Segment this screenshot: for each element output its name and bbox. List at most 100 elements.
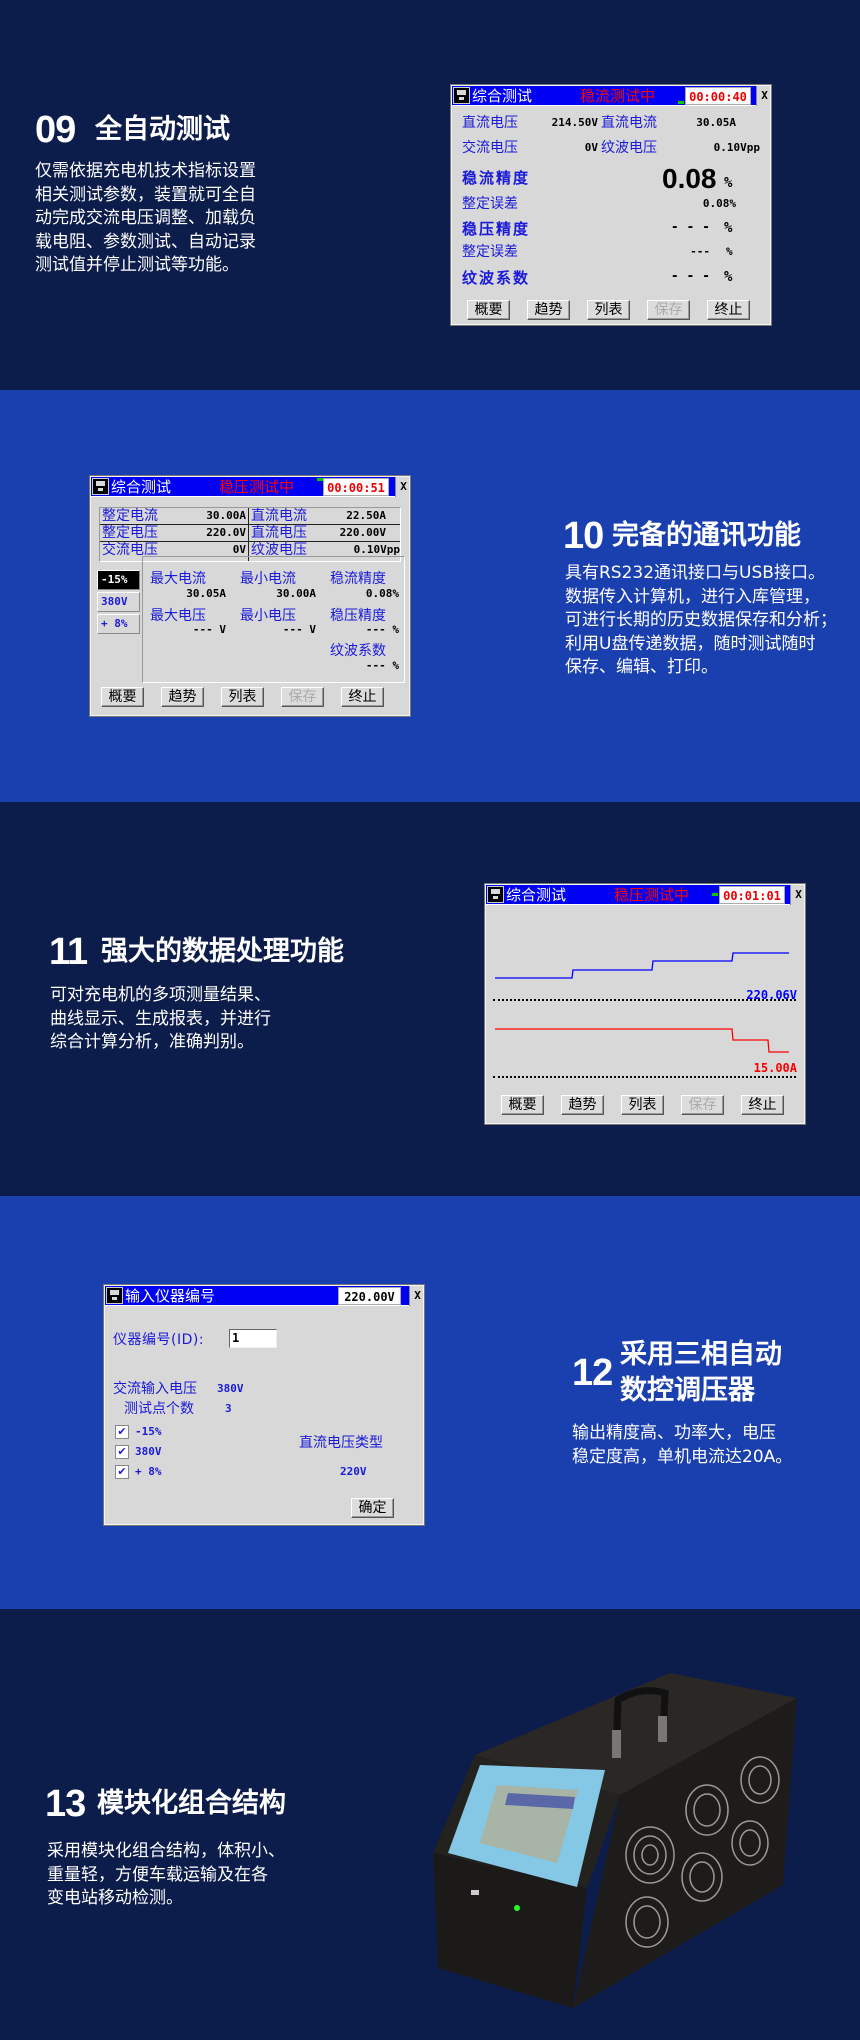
fan-grille-icons xyxy=(625,1756,780,1948)
test-point-tab[interactable]: + 8% xyxy=(97,614,140,634)
unit: % xyxy=(726,245,733,258)
save-disk-icon[interactable] xyxy=(106,1287,123,1304)
overview-button[interactable]: 概要 xyxy=(501,1095,544,1115)
value: 380V xyxy=(217,1382,244,1395)
feature-number: 11 xyxy=(49,931,88,973)
feature-title-line: 数控调压器 xyxy=(620,1375,755,1406)
text-line: 输出精度高、功率大，电压 xyxy=(572,1423,776,1443)
value: 30.00A xyxy=(276,587,316,600)
list-button[interactable]: 列表 xyxy=(221,687,264,707)
instrument-id-input[interactable]: 1 xyxy=(229,1329,277,1348)
value: --- % xyxy=(365,659,399,672)
value: 214.50V xyxy=(551,116,598,129)
feature-title: 模块化组合结构 xyxy=(97,1788,286,1819)
trend-button[interactable]: 趋势 xyxy=(527,300,570,320)
title-bar: 综合测试 稳流测试中 00:00:40 X xyxy=(452,86,770,106)
trend-button[interactable]: 趋势 xyxy=(561,1095,604,1115)
test-point-tab[interactable]: -15% xyxy=(97,570,140,590)
list-button[interactable]: 列表 xyxy=(587,300,630,320)
label: 交流输入电压 xyxy=(113,1381,197,1397)
value: 0V xyxy=(584,141,598,154)
list-button[interactable]: 列表 xyxy=(621,1095,664,1115)
value: --- V xyxy=(192,623,226,636)
overview-button[interactable]: 概要 xyxy=(101,687,144,707)
trend-button[interactable]: 趋势 xyxy=(161,687,204,707)
result-panel xyxy=(142,556,405,683)
window-title: 综合测试 xyxy=(111,478,172,496)
text-line: 可进行长期的历史数据保存和分析； xyxy=(565,610,837,630)
current-readout: 15.00A xyxy=(753,1061,797,1075)
value: - - - xyxy=(670,220,710,235)
save-disk-icon[interactable] xyxy=(92,478,109,495)
stop-button[interactable]: 终止 xyxy=(741,1095,784,1115)
checkbox-label: 380V xyxy=(135,1445,162,1458)
power-led-icon xyxy=(514,1905,520,1911)
save-disk-icon[interactable] xyxy=(487,886,504,903)
label: 交流电压 xyxy=(462,140,518,156)
save-button[interactable]: 保存 xyxy=(681,1095,724,1115)
voltage-trend-line xyxy=(495,952,789,979)
cell: 整定电压 xyxy=(102,525,158,541)
confirm-button[interactable]: 确定 xyxy=(351,1498,394,1518)
screen-comprehensive-test-voltage: 综合测试 稳压测试中 00:00:51 X 整定电流 30.00A 直流电流 2… xyxy=(90,476,410,716)
title-bar: 综合测试 稳压测试中 00:00:51 X xyxy=(91,477,409,497)
test-status: 稳压测试中 xyxy=(219,478,295,496)
title-bar: 综合测试 稳压测试中 00:01:01 X xyxy=(486,885,804,905)
label: 稳压精度 xyxy=(330,608,386,624)
text-line: 测试值并停止测试等功能。 xyxy=(35,255,239,275)
test-point-tab[interactable]: 380V xyxy=(97,592,140,612)
value: 3 xyxy=(225,1402,232,1415)
cell: 220.00V xyxy=(339,526,386,539)
indicator xyxy=(712,893,718,896)
test-status: 稳流测试中 xyxy=(580,87,656,105)
cell: 0V xyxy=(232,543,246,556)
save-disk-icon[interactable] xyxy=(453,87,470,104)
dc-type-value[interactable]: 220V xyxy=(340,1465,367,1478)
close-button[interactable]: X xyxy=(409,1286,423,1306)
lcd-highlight xyxy=(505,1793,575,1809)
indicator xyxy=(678,101,684,104)
timer: 00:00:40 xyxy=(685,87,751,105)
unit: % xyxy=(724,269,733,285)
text-line: 曲线显示、生成报表，并进行 xyxy=(50,1008,271,1029)
label: 最大电流 xyxy=(150,571,206,587)
save-button[interactable]: 保存 xyxy=(647,300,690,320)
cell: 整定电流 xyxy=(102,508,158,524)
cell: 直流电流 xyxy=(251,508,307,524)
checkbox-label: + 8% xyxy=(135,1465,162,1478)
cell: 交流电压 xyxy=(102,542,158,558)
save-button[interactable]: 保存 xyxy=(281,687,324,707)
device-top-face xyxy=(475,1673,797,1795)
stop-button[interactable]: 终止 xyxy=(341,687,384,707)
close-button[interactable]: X xyxy=(790,885,804,905)
label: 纹波系数 xyxy=(462,269,531,287)
close-button[interactable]: X xyxy=(395,477,409,497)
divider xyxy=(493,999,796,1001)
checkbox-check-icon[interactable]: ✔ xyxy=(115,1445,129,1459)
title-bar: 输入仪器编号 220.00V X xyxy=(105,1286,423,1306)
text-line: 利用U盘传递数据，随时测试随时 xyxy=(565,633,816,654)
checkbox-check-icon[interactable]: ✔ xyxy=(115,1425,129,1439)
cell: 30.00A xyxy=(206,509,246,522)
overview-button[interactable]: 概要 xyxy=(467,300,510,320)
value: 0.10Vpp xyxy=(713,141,760,154)
cell: 纹波电压 xyxy=(251,542,307,558)
unit: % xyxy=(724,220,733,236)
value: --- xyxy=(690,245,710,258)
value: 30.05A xyxy=(696,116,736,129)
carry-handle-icon xyxy=(612,1687,669,1758)
text-line: 数据传入计算机，进行入库管理， xyxy=(565,586,820,607)
close-button[interactable]: X xyxy=(756,86,770,106)
label: 纹波电压 xyxy=(601,140,657,156)
value: 0.08% xyxy=(702,197,736,210)
stop-button[interactable]: 终止 xyxy=(707,300,750,320)
table-row: 整定电流 30.00A 直流电流 22.50A xyxy=(100,508,400,525)
text-line: 具有RS232通讯接口与USB接口。 xyxy=(565,563,825,583)
text-line: 仅需依据充电机技术指标设置 xyxy=(35,161,256,181)
checkbox-check-icon[interactable]: ✔ xyxy=(115,1465,129,1479)
voltage-display: 220.00V xyxy=(338,1287,401,1305)
feature-title-line: 采用三相自动 xyxy=(620,1339,782,1370)
feature-number: 13 xyxy=(45,1783,86,1825)
trend-plot xyxy=(495,952,789,1053)
